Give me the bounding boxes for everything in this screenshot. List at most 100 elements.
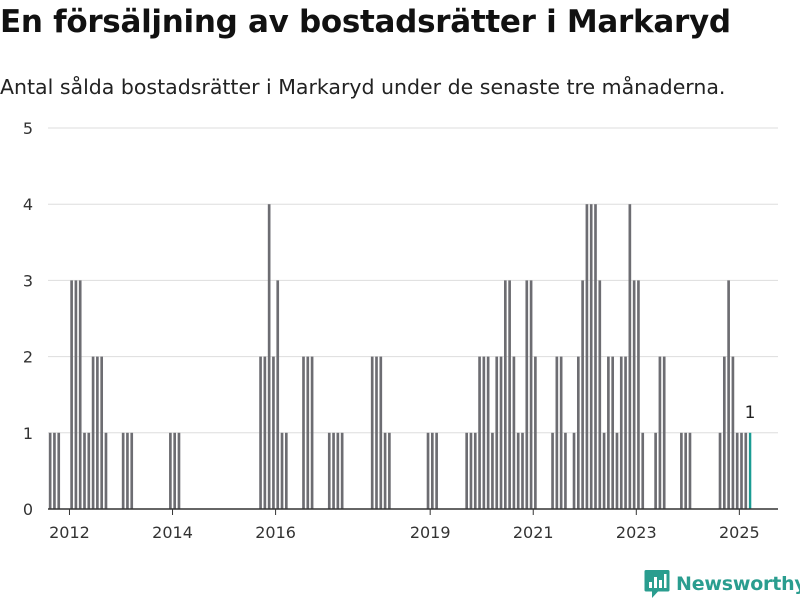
page-title: En försäljning av bostadsrätter i Markar… <box>0 4 731 40</box>
bar <box>585 204 589 509</box>
bar <box>87 432 91 509</box>
bar <box>435 432 438 509</box>
bar <box>388 432 391 509</box>
bar <box>684 432 688 509</box>
x-axis: 2012 2014 2016 2019 2021 2023 2025 <box>48 508 778 542</box>
bars <box>48 204 752 509</box>
gridlines <box>48 127 778 434</box>
bar <box>169 432 172 509</box>
bar <box>74 280 78 509</box>
bar <box>284 432 288 509</box>
bar <box>512 356 516 509</box>
bar <box>744 432 748 509</box>
bar <box>516 432 520 509</box>
bar <box>379 356 383 509</box>
bar <box>332 432 335 509</box>
bar <box>572 432 576 509</box>
bar <box>280 432 284 509</box>
bar <box>589 204 593 509</box>
brand-logo: Newsworthy <box>644 568 800 600</box>
bar <box>486 356 490 509</box>
bar <box>564 432 567 509</box>
bar <box>83 432 86 509</box>
bar <box>426 432 430 509</box>
bar <box>529 280 533 509</box>
brand-name: Newsworthy <box>676 573 800 595</box>
bar <box>126 432 129 509</box>
bar <box>91 356 95 509</box>
y-tick-label: 0 <box>23 500 33 519</box>
bar <box>632 280 636 509</box>
bar <box>302 356 305 509</box>
bar <box>499 356 503 509</box>
bar <box>727 280 730 509</box>
bar <box>48 432 52 509</box>
y-tick-label: 1 <box>23 424 33 443</box>
bar <box>735 432 739 509</box>
bar <box>503 280 507 509</box>
newsworthy-logo-icon <box>644 570 670 598</box>
bar <box>740 432 743 509</box>
bar <box>731 356 735 509</box>
annotation-label: 1 <box>745 403 756 423</box>
bar <box>370 356 374 509</box>
bar <box>594 204 597 509</box>
bar <box>104 432 108 509</box>
bar <box>607 356 610 509</box>
x-tick-label: 2021 <box>513 523 554 542</box>
bar <box>495 356 499 509</box>
bar <box>100 356 104 509</box>
annotations: 1 <box>745 403 756 423</box>
bar <box>525 280 529 509</box>
bar <box>276 280 280 509</box>
bar <box>478 356 481 509</box>
x-tick-label: 2014 <box>152 523 193 542</box>
bar <box>619 356 623 509</box>
bar <box>482 356 486 509</box>
bar <box>259 356 262 509</box>
bar <box>598 280 602 509</box>
bar <box>53 432 56 509</box>
highlight-bar <box>748 432 752 509</box>
bar <box>581 280 584 509</box>
bar <box>555 356 559 509</box>
bar <box>310 356 314 509</box>
bar <box>96 356 99 509</box>
x-tick-label: 2025 <box>719 523 760 542</box>
y-tick-label: 4 <box>23 195 33 214</box>
bar <box>611 356 615 509</box>
bar <box>722 356 726 509</box>
bar <box>534 356 537 509</box>
bar <box>336 432 340 509</box>
bar-chart: 0 1 2 3 4 5 2012 2014 2016 2019 2021 2023 2025 1 <box>23 119 778 542</box>
bar <box>576 356 580 509</box>
bar <box>306 356 310 509</box>
x-tick-label: 2012 <box>49 523 90 542</box>
bar <box>718 432 722 509</box>
bar <box>491 432 494 509</box>
y-tick-label: 2 <box>23 348 33 367</box>
bar <box>637 280 640 509</box>
bar <box>473 432 477 509</box>
bar <box>628 204 632 509</box>
bar <box>624 356 627 509</box>
bar <box>130 432 134 509</box>
bar <box>267 204 271 509</box>
bar <box>383 432 387 509</box>
bar <box>327 432 331 509</box>
bar <box>658 356 662 509</box>
bar <box>340 432 344 509</box>
bar <box>559 356 563 509</box>
bar <box>615 432 619 509</box>
bar <box>177 432 181 509</box>
bar <box>688 432 692 509</box>
bar <box>662 356 666 509</box>
bar <box>602 432 606 509</box>
x-tick-label: 2023 <box>616 523 657 542</box>
bar <box>78 280 82 509</box>
bar <box>272 356 275 509</box>
bar <box>121 432 125 509</box>
bar <box>641 432 645 509</box>
bar <box>469 432 473 509</box>
bar <box>263 356 267 509</box>
